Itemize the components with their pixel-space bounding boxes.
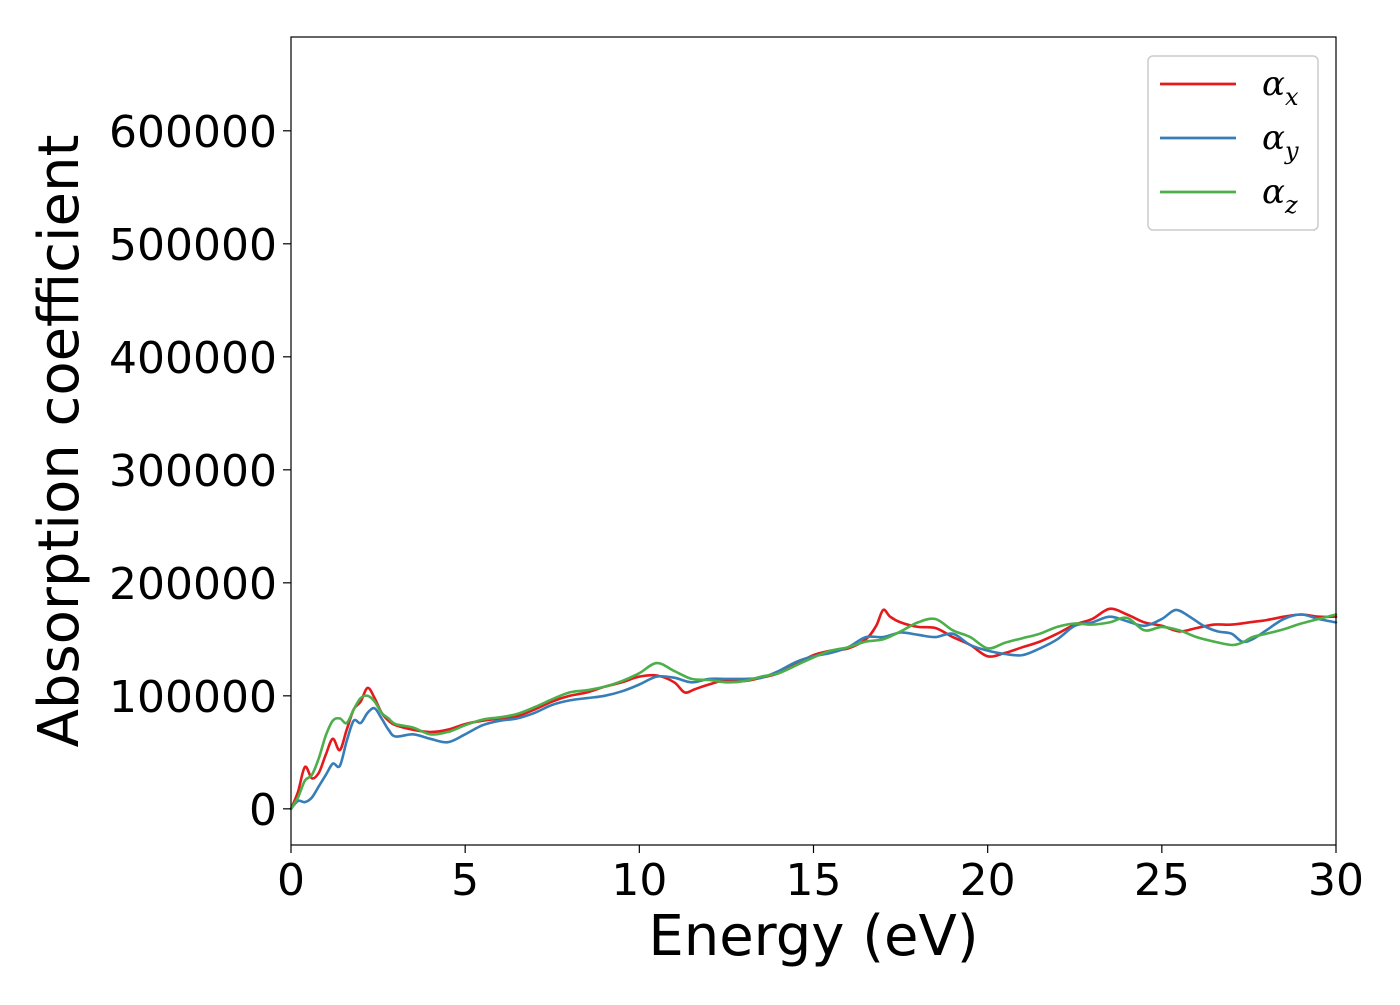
y-axis-title: Absorption coefficient bbox=[27, 135, 92, 748]
series-line-z bbox=[289, 613, 1338, 811]
x-tick-label: 0 bbox=[277, 855, 305, 906]
legend-label-subscript: z bbox=[1284, 191, 1298, 219]
y-tick-label: 500000 bbox=[109, 220, 277, 271]
x-tick-label: 5 bbox=[451, 855, 479, 906]
x-tick-label: 30 bbox=[1308, 855, 1364, 906]
x-tick-label: 25 bbox=[1134, 855, 1190, 906]
x-axis-title: Energy (eV) bbox=[648, 904, 978, 969]
x-tick-label: 15 bbox=[786, 855, 842, 906]
y-tick-label: 200000 bbox=[109, 559, 277, 610]
y-tick-label: 300000 bbox=[109, 446, 277, 497]
x-axis-ticks: 0 5 10 15 20 25 30 bbox=[277, 845, 1364, 906]
series-lines bbox=[289, 607, 1338, 811]
x-tick-label: 10 bbox=[611, 855, 667, 906]
y-tick-label: 400000 bbox=[109, 333, 277, 384]
y-axis-ticks: 0 100000 200000 300000 400000 500000 600000 bbox=[109, 107, 291, 836]
y-tick-label: 100000 bbox=[109, 672, 277, 723]
legend-label-subscript: x bbox=[1285, 83, 1299, 111]
legend-label-subscript: y bbox=[1284, 137, 1299, 165]
y-tick-label: 0 bbox=[249, 785, 277, 836]
x-tick-label: 20 bbox=[960, 855, 1016, 906]
y-tick-label: 600000 bbox=[109, 107, 277, 158]
legend-box bbox=[1147, 55, 1319, 231]
